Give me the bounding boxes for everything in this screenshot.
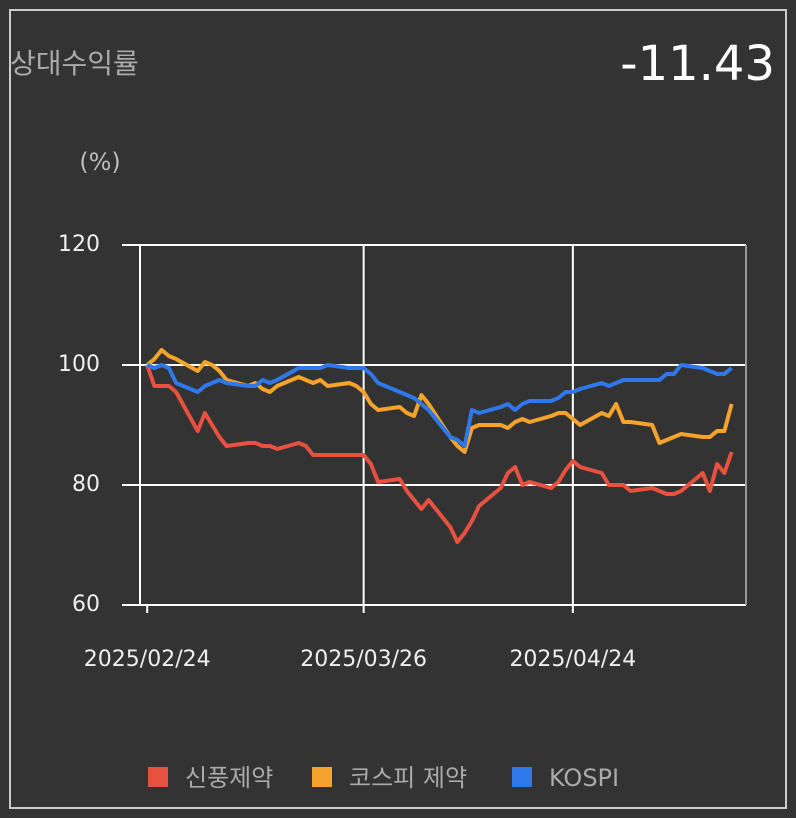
legend-label: 신풍제약 [185, 764, 273, 792]
y-tick-label: 120 [58, 232, 100, 257]
legend-label: 코스피 제약 [349, 764, 467, 792]
legend-swatch [312, 767, 332, 787]
x-tick-label: 2025/04/24 [509, 647, 636, 672]
x-tick-label: 2025/02/24 [84, 647, 211, 672]
y-tick-label: 100 [58, 352, 100, 377]
legend-label: KOSPI [549, 764, 619, 792]
y-axis-label: (%) [79, 148, 121, 176]
chart-title: 상대수익률 [10, 47, 139, 80]
series-line [145, 364, 734, 544]
y-tick-label: 60 [72, 592, 100, 617]
series-line [146, 363, 733, 448]
legend-swatch [512, 767, 532, 787]
y-tick-label: 80 [72, 472, 100, 497]
headline-value: -11.43 [620, 36, 775, 92]
x-tick-label: 2025/03/26 [300, 647, 427, 672]
legend-swatch [148, 767, 168, 787]
